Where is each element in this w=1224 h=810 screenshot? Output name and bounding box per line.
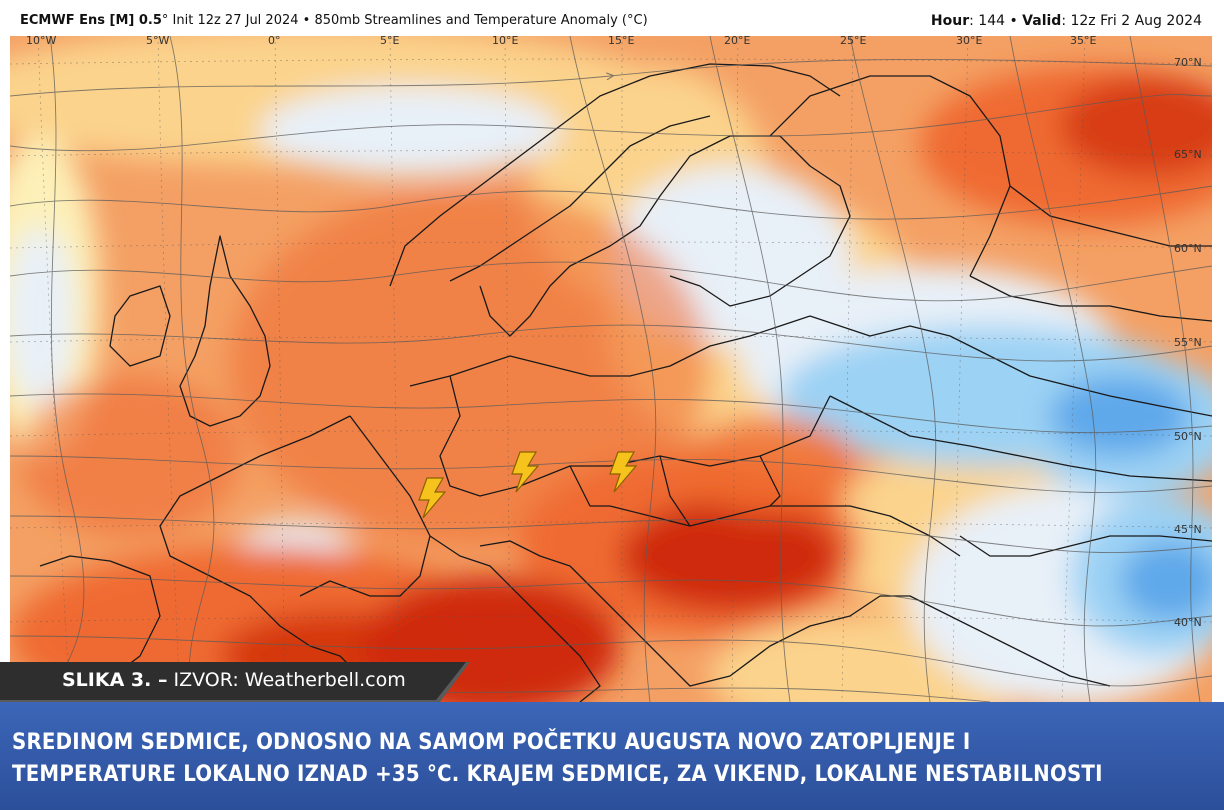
valid-value: : 12z Fri 2 Aug 2024 (1061, 13, 1202, 29)
figure-number: SLIKA 3. – (62, 669, 168, 691)
hour-label: Hour (930, 13, 970, 29)
init-info: ° Init 12z 27 Jul 2024 • 850mb Streamlin… (161, 13, 648, 28)
credit-background (0, 662, 470, 702)
lightning-icon (511, 451, 540, 493)
model-name: ECMWF Ens [M] 0.5 (20, 13, 162, 28)
source-credit: SLIKA 3. – IZVOR: Weatherbell.com (0, 662, 475, 702)
lon-label-0: 0° (268, 36, 281, 47)
caption-line-2: TEMPERATURE LOKALNO IZNAD +35 °C. KRAJEM… (12, 762, 1103, 787)
lat-label-40n: 40°N (1174, 616, 1202, 629)
lon-label-35e: 35°E (1070, 36, 1097, 47)
coastlines (39, 63, 1212, 702)
lat-label-60n: 60°N (1174, 242, 1202, 255)
caption-banner: SREDINOM SEDMICE, ODNOSNO NA SAMOM POČET… (0, 702, 1224, 810)
lon-label-10e: 10°E (492, 36, 519, 47)
header-valid-info: Hour: 144 • Valid: 12z Fri 2 Aug 2024 (931, 13, 1202, 29)
weather-map: 10°W 5°W 0° 5°E 10°E 15°E 20°E 25°E 30°E… (10, 36, 1212, 702)
header-model-info: ECMWF Ens [M] 0.5° Init 12z 27 Jul 2024 … (20, 13, 648, 28)
lightning-icon (609, 451, 638, 493)
credit-text: SLIKA 3. – IZVOR: Weatherbell.com (62, 669, 406, 691)
source-name: IZVOR: Weatherbell.com (167, 669, 406, 691)
lon-label-30e: 30°E (956, 36, 983, 47)
lat-label-45n: 45°N (1174, 523, 1202, 536)
lon-label-5w: 5°W (146, 36, 170, 47)
lon-label-5e: 5°E (380, 36, 400, 47)
temperature-anomaly-field (10, 36, 1212, 702)
lon-label-25e: 25°E (840, 36, 867, 47)
lat-label-70n: 70°N (1174, 56, 1202, 69)
valid-label: Valid (1022, 13, 1062, 29)
chart-header: ECMWF Ens [M] 0.5° Init 12z 27 Jul 2024 … (0, 0, 1224, 36)
hour-value: : 144 • (969, 13, 1023, 29)
lightning-icon (418, 477, 447, 519)
lon-label-20e: 20°E (724, 36, 751, 47)
lon-label-15e: 15°E (608, 36, 635, 47)
caption-line-1: SREDINOM SEDMICE, ODNOSNO NA SAMOM POČET… (12, 730, 971, 755)
lat-label-55n: 55°N (1174, 336, 1202, 349)
lat-label-65n: 65°N (1174, 148, 1202, 161)
lat-label-50n: 50°N (1174, 430, 1202, 443)
lon-label-10w: 10°W (26, 36, 57, 47)
